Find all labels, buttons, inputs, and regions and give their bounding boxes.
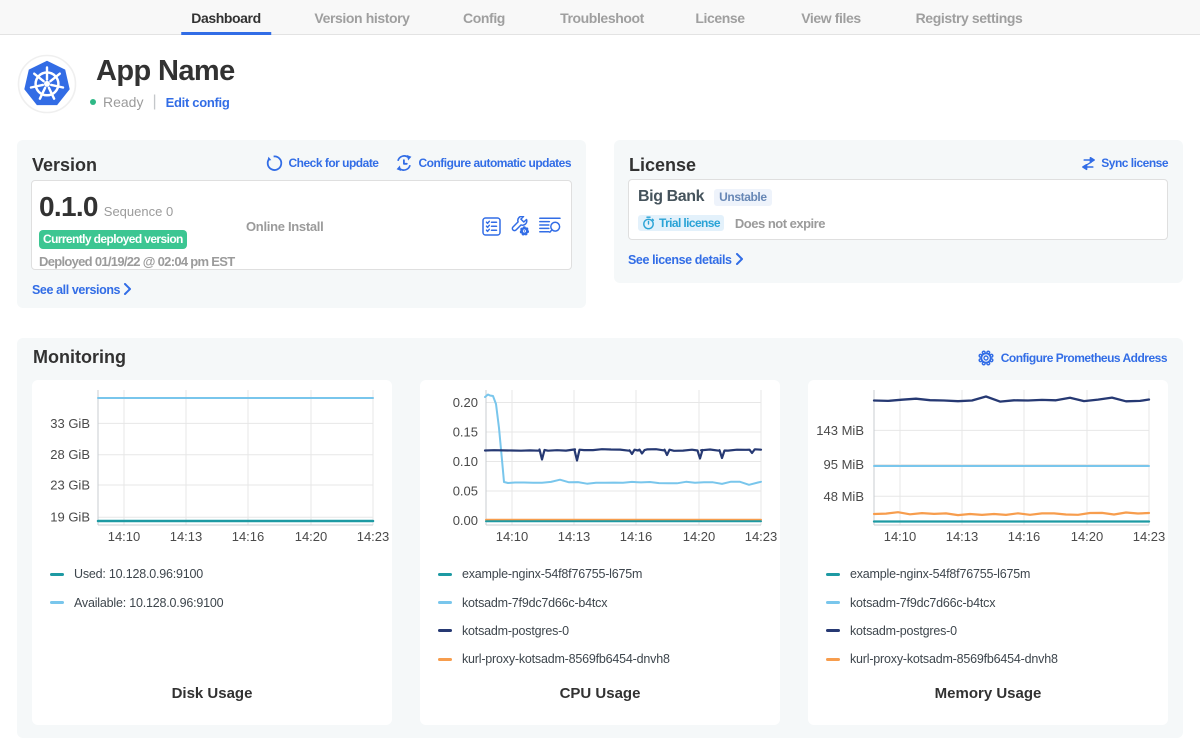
svg-text:95 MiB: 95 MiB [824, 457, 864, 472]
svg-text:14:10: 14:10 [496, 529, 529, 544]
svg-text:0.15: 0.15 [453, 425, 478, 440]
svg-text:14:23: 14:23 [745, 529, 778, 544]
svg-text:14:10: 14:10 [884, 529, 917, 544]
svg-text:14:16: 14:16 [232, 529, 265, 544]
svg-text:14:20: 14:20 [1071, 529, 1104, 544]
svg-text:19 GiB: 19 GiB [50, 510, 90, 525]
svg-text:48 MiB: 48 MiB [824, 489, 864, 504]
svg-text:14:23: 14:23 [1133, 529, 1166, 544]
svg-text:0.20: 0.20 [453, 395, 478, 410]
svg-text:14:20: 14:20 [295, 529, 328, 544]
svg-text:14:16: 14:16 [620, 529, 653, 544]
svg-text:143 MiB: 143 MiB [816, 423, 864, 438]
svg-text:0.00: 0.00 [453, 513, 478, 528]
svg-text:33 GiB: 33 GiB [50, 416, 90, 431]
svg-text:14:13: 14:13 [170, 529, 203, 544]
svg-text:0.05: 0.05 [453, 484, 478, 499]
svg-text:14:13: 14:13 [558, 529, 591, 544]
svg-text:23 GiB: 23 GiB [50, 478, 90, 493]
svg-text:28 GiB: 28 GiB [50, 447, 90, 462]
svg-text:14:16: 14:16 [1008, 529, 1041, 544]
svg-text:14:23: 14:23 [357, 529, 390, 544]
svg-text:14:10: 14:10 [108, 529, 141, 544]
svg-text:14:13: 14:13 [946, 529, 979, 544]
svg-text:0.10: 0.10 [453, 454, 478, 469]
svg-text:14:20: 14:20 [683, 529, 716, 544]
